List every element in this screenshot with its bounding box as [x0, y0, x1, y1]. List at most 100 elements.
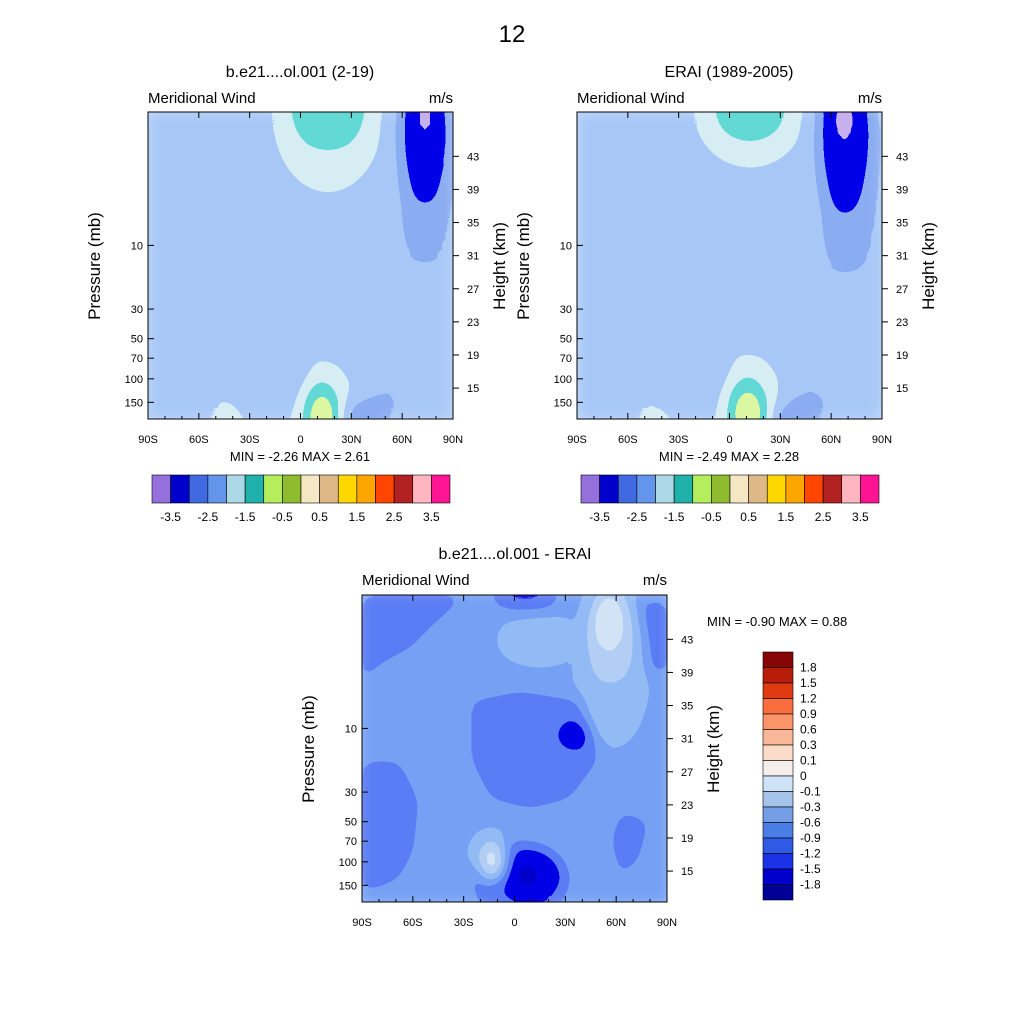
- colorbar-swatch: [151, 474, 171, 504]
- panel-left-height-tick-label: 35: [467, 218, 479, 230]
- colorbar-swatch: [282, 474, 302, 504]
- panel-right-ytick-label: 100: [554, 374, 572, 386]
- panel-left-ytick-label: 150: [125, 397, 143, 409]
- colorbar-swatch: [673, 474, 694, 504]
- colorbar-label: 2.5: [815, 510, 832, 524]
- panel-right-field: [577, 112, 882, 419]
- colorbar-swatch: [762, 868, 794, 885]
- panel-diff-ytick-label: 10: [345, 723, 357, 735]
- colorbar-swatch: [762, 729, 794, 746]
- panel-left-ylabel-right: Height (km): [490, 222, 509, 310]
- panel-left: b.e21....ol.001 (2-19) Meridional Wind m…: [85, 64, 509, 524]
- panel-right-height-tick-label: 31: [896, 251, 908, 263]
- colorbar-label: 1.5: [800, 676, 817, 690]
- colorbar-label: -1.5: [664, 510, 685, 524]
- colorbar-swatch: [762, 651, 794, 668]
- panel-right-subtitle-variable: Meridional Wind: [577, 90, 685, 107]
- panel-right-ylabel: Pressure (mb): [514, 212, 533, 320]
- panel-right-xtick-label: 0: [726, 434, 732, 446]
- colorbar-swatch: [841, 474, 861, 504]
- panel-left-height-tick-label: 15: [467, 383, 479, 395]
- panel-diff-height-tick-label: 19: [681, 833, 693, 845]
- panel-left-xtick-label: 90N: [443, 434, 463, 446]
- colorbar-label: 1.5: [349, 510, 366, 524]
- colorbar-label: 2.5: [386, 510, 403, 524]
- panel-diff-subtitle-variable: Meridional Wind: [362, 572, 470, 589]
- colorbar-swatch: [300, 474, 320, 504]
- colorbar-label: -0.6: [800, 816, 821, 830]
- colorbar-swatch: [337, 474, 358, 504]
- panel-right-height-tick-label: 39: [896, 184, 908, 196]
- panel-left-subtitle-units: m/s: [429, 90, 453, 107]
- colorbar-swatch: [729, 474, 749, 504]
- panel-diff-stats: MIN = -0.90 MAX = 0.88: [707, 614, 847, 629]
- colorbar-swatch: [766, 474, 787, 504]
- panel-diff-ylabel-right: Height (km): [704, 705, 723, 793]
- colorbar-swatch: [748, 474, 768, 504]
- panel-left-ylabel: Pressure (mb): [85, 212, 104, 320]
- panel-diff-ytick-label: 30: [345, 787, 357, 799]
- colorbar-swatch: [599, 474, 619, 504]
- colorbar-label: 0.5: [311, 510, 328, 524]
- panel-diff-colorbar: 1.81.5 1.20.9 0.60.3 0.10 -0.1-0.3 -0.6-0.9 -1…: [762, 651, 821, 901]
- colorbar-label: -3.5: [160, 510, 181, 524]
- panel-right-xtick-label: 60N: [821, 434, 841, 446]
- panel-right-height-tick-label: 43: [896, 151, 908, 163]
- colorbar-swatch: [356, 474, 376, 504]
- colorbar-label: -0.3: [800, 800, 821, 814]
- colorbar-label: -3.5: [589, 510, 610, 524]
- colorbar-label: 0.9: [800, 707, 817, 721]
- panel-right-ytick-label: 70: [560, 353, 572, 365]
- colorbar-label: -0.9: [800, 831, 821, 845]
- colorbar-swatch: [762, 791, 794, 808]
- panel-diff-xtick-label: 0: [511, 917, 517, 929]
- panel-diff: b.e21....ol.001 - ERAI Meridional Wind m…: [299, 546, 847, 929]
- panel-left-ytick-label: 10: [131, 240, 143, 252]
- panel-right-ytick-label: 150: [554, 397, 572, 409]
- colorbar-swatch: [762, 744, 794, 761]
- panel-left-subtitle-variable: Meridional Wind: [148, 90, 256, 107]
- panel-diff-ytick-label: 150: [339, 880, 357, 892]
- colorbar-swatch: [207, 474, 227, 504]
- panel-diff-xtick-label: 60N: [606, 917, 626, 929]
- colorbar-swatch: [762, 853, 794, 870]
- panel-right-height-tick-label: 15: [896, 383, 908, 395]
- colorbar-swatch: [762, 698, 794, 715]
- colorbar-label: -1.5: [800, 862, 821, 876]
- panel-left-height-tick-label: 39: [467, 184, 479, 196]
- colorbar-swatch: [263, 474, 283, 504]
- panel-left-stats: MIN = -2.26 MAX = 2.61: [230, 449, 370, 464]
- colorbar-swatch: [244, 474, 265, 504]
- panel-right-ytick-label: 30: [560, 304, 572, 316]
- panel-right-colorbar: -3.5 -2.5 -1.5 -0.5 0.5 1.5 2.5 3.5: [580, 474, 880, 524]
- colorbar-swatch: [762, 713, 794, 730]
- panel-diff-title: b.e21....ol.001 - ERAI: [439, 546, 592, 563]
- colorbar-swatch: [412, 474, 432, 504]
- panel-diff-height-tick-label: 35: [681, 701, 693, 713]
- colorbar-swatch: [431, 474, 451, 504]
- panel-diff-xtick-label: 60S: [403, 917, 423, 929]
- colorbar-label: 3.5: [423, 510, 440, 524]
- colorbar-label: -2.5: [198, 510, 219, 524]
- colorbar-swatch: [762, 837, 794, 854]
- panel-right-stats: MIN = -2.49 MAX = 2.28: [659, 449, 799, 464]
- colorbar-swatch: [188, 474, 209, 504]
- panel-left-title: b.e21....ol.001 (2-19): [226, 64, 375, 81]
- panel-right-xtick-label: 90N: [872, 434, 892, 446]
- colorbar-label: 1.5: [778, 510, 795, 524]
- panel-right-ylabel-right: Height (km): [919, 222, 938, 310]
- colorbar-label: 0.6: [800, 723, 817, 737]
- panel-diff-xtick-label: 90S: [352, 917, 372, 929]
- panel-right-subtitle-units: m/s: [858, 90, 882, 107]
- colorbar-label: 3.5: [852, 510, 869, 524]
- colorbar-label: -1.8: [800, 878, 821, 892]
- colorbar-label: 1.2: [800, 692, 817, 706]
- panel-right-title: ERAI (1989-2005): [665, 64, 794, 81]
- panel-left-height-tick-label: 31: [467, 251, 479, 263]
- panel-diff-xtick-label: 30N: [555, 917, 575, 929]
- panel-left-ytick-label: 70: [131, 353, 143, 365]
- panel-left-ytick-label: 100: [125, 374, 143, 386]
- panel-diff-ytick-label: 50: [345, 817, 357, 829]
- colorbar-label: 0.3: [800, 738, 817, 752]
